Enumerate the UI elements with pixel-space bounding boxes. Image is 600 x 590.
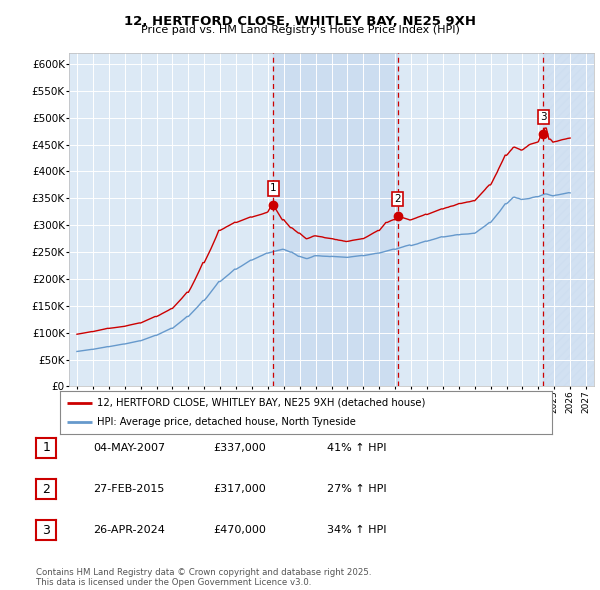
Text: 3: 3 (540, 112, 547, 122)
Text: 27% ↑ HPI: 27% ↑ HPI (327, 484, 386, 494)
Text: 3: 3 (42, 524, 50, 537)
Text: HPI: Average price, detached house, North Tyneside: HPI: Average price, detached house, Nort… (97, 417, 356, 427)
Text: 26-APR-2024: 26-APR-2024 (93, 526, 165, 535)
Text: Price paid vs. HM Land Registry's House Price Index (HPI): Price paid vs. HM Land Registry's House … (140, 25, 460, 35)
Bar (273, 53, 398, 386)
Text: £337,000: £337,000 (213, 443, 266, 453)
Text: 1: 1 (270, 183, 277, 194)
Text: 27-FEB-2015: 27-FEB-2015 (93, 484, 164, 494)
Text: Contains HM Land Registry data © Crown copyright and database right 2025.
This d: Contains HM Land Registry data © Crown c… (36, 568, 371, 587)
Text: 12, HERTFORD CLOSE, WHITLEY BAY, NE25 9XH: 12, HERTFORD CLOSE, WHITLEY BAY, NE25 9X… (124, 15, 476, 28)
Text: £317,000: £317,000 (213, 484, 266, 494)
Text: 1: 1 (42, 441, 50, 454)
Text: 2: 2 (42, 483, 50, 496)
Bar (544, 53, 594, 386)
Text: 2: 2 (394, 194, 401, 204)
Text: £470,000: £470,000 (213, 526, 266, 535)
Text: 12, HERTFORD CLOSE, WHITLEY BAY, NE25 9XH (detached house): 12, HERTFORD CLOSE, WHITLEY BAY, NE25 9X… (97, 398, 425, 408)
Text: 41% ↑ HPI: 41% ↑ HPI (327, 443, 386, 453)
Text: 04-MAY-2007: 04-MAY-2007 (93, 443, 165, 453)
Text: 34% ↑ HPI: 34% ↑ HPI (327, 526, 386, 535)
